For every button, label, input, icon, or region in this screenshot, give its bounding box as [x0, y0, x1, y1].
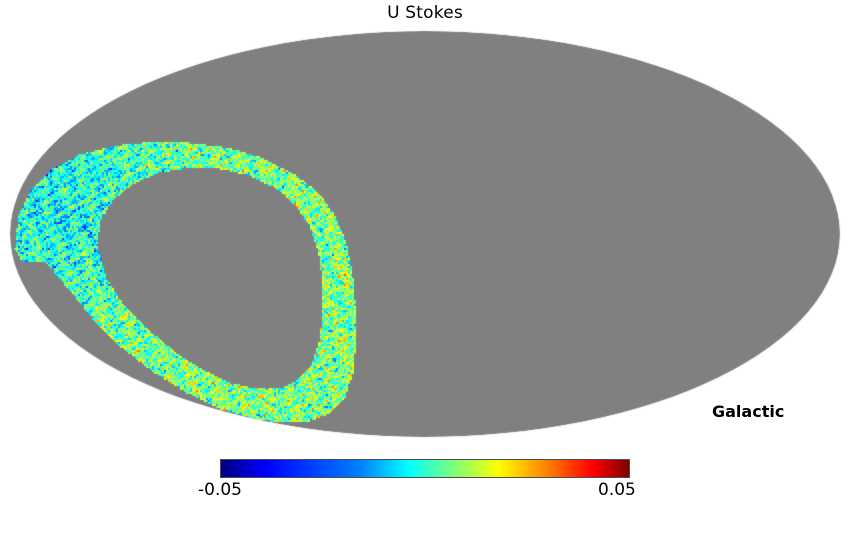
- colorbar: -0.05 0.05: [198, 459, 636, 504]
- mollweide-projection-canvas: [0, 0, 850, 450]
- coordinate-system-label: Galactic: [712, 402, 785, 421]
- colorbar-gradient: [220, 459, 630, 478]
- colorbar-min-label: -0.05: [198, 480, 242, 500]
- colorbar-max-label: 0.05: [598, 480, 636, 500]
- sky-map: [0, 0, 850, 450]
